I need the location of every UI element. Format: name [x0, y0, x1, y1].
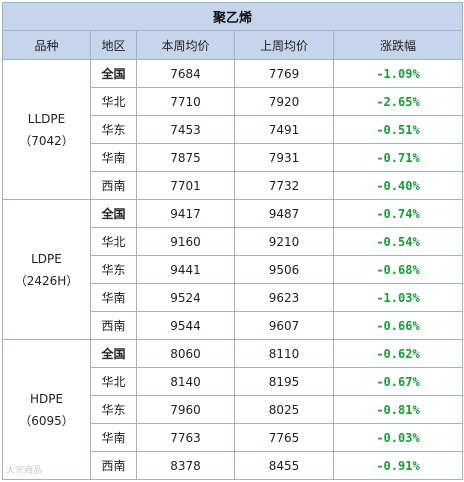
table-row: 华北 9160 9210 -0.54%: [3, 227, 464, 256]
region-cell: 华东: [90, 395, 137, 424]
change-cell: -0.81%: [332, 395, 464, 424]
header-product: 品种: [2, 30, 91, 60]
change-cell: -1.03%: [332, 283, 464, 312]
product-cell: LDPE （2426H）: [2, 199, 91, 340]
change-cell: -0.71%: [332, 143, 464, 172]
region-cell: 西南: [90, 311, 137, 340]
this-week-cell: 9544: [136, 311, 235, 340]
region-cell: 华南: [90, 143, 137, 172]
this-week-cell: 9524: [136, 283, 235, 312]
change-cell: -0.03%: [332, 423, 464, 452]
table-row: 华北 7710 7920 -2.65%: [3, 87, 464, 116]
region-cell: 华南: [90, 423, 137, 452]
last-week-cell: 7920: [234, 87, 334, 116]
change-cell: -1.09%: [332, 59, 464, 88]
product-cell: LLDPE （7042）: [2, 59, 91, 200]
product-cell: HDPE （6095）: [2, 339, 91, 480]
table-row: 华东 9441 9506 -0.68%: [3, 255, 464, 284]
change-cell: -0.66%: [332, 311, 464, 340]
region-cell: 华北: [90, 227, 137, 256]
region-cell: 华东: [90, 115, 137, 144]
last-week-cell: 7732: [234, 171, 334, 200]
region-cell: 华北: [90, 367, 137, 396]
this-week-cell: 7763: [136, 423, 235, 452]
this-week-cell: 9441: [136, 255, 235, 284]
table-row: 华北 8140 8195 -0.67%: [3, 367, 464, 396]
last-week-cell: 7769: [234, 59, 334, 88]
last-week-cell: 9623: [234, 283, 334, 312]
this-week-cell: 8140: [136, 367, 235, 396]
header-this-week: 本周均价: [136, 30, 235, 60]
region-cell: 西南: [90, 171, 137, 200]
change-cell: -0.40%: [332, 171, 464, 200]
product-name: HDPE: [29, 391, 64, 406]
watermark: 大宗商品: [6, 466, 43, 476]
this-week-cell: 7684: [136, 59, 235, 88]
header-change: 涨跌幅: [332, 30, 464, 60]
table-row: LLDPE （7042） 全国 7684 7769 -1.09%: [2, 59, 464, 200]
product-name: LLDPE: [27, 111, 66, 126]
product-code: （7042）: [19, 133, 74, 148]
last-week-cell: 8455: [234, 451, 334, 480]
last-week-cell: 7931: [234, 143, 334, 172]
region-cell: 华东: [90, 255, 137, 284]
change-cell: -0.51%: [332, 115, 464, 144]
this-week-cell: 9417: [136, 199, 235, 228]
region-cell: 华北: [90, 87, 137, 116]
last-week-cell: 9487: [234, 199, 334, 228]
title-row: 聚乙烯: [1, 2, 464, 31]
region-cell: 西南: [90, 451, 137, 480]
last-week-cell: 8110: [234, 339, 334, 368]
product-name: LDPE: [31, 251, 62, 266]
header-region: 地区: [90, 30, 137, 60]
change-cell: -2.65%: [332, 87, 464, 116]
this-week-cell: 7710: [136, 87, 235, 116]
last-week-cell: 7491: [234, 115, 334, 144]
product-code: （2426H）: [14, 273, 79, 288]
table-row: 西南 7701 7732 -0.40%: [3, 171, 464, 200]
region-cell: 全国: [90, 59, 137, 88]
this-week-cell: 7960: [136, 395, 235, 424]
change-cell: -0.67%: [332, 367, 464, 396]
this-week-cell: 8378: [136, 451, 235, 480]
this-week-cell: 7453: [136, 115, 235, 144]
region-cell: 全国: [90, 199, 137, 228]
this-week-cell: 7875: [136, 143, 235, 172]
this-week-cell: 9160: [136, 227, 235, 256]
table-title: 聚乙烯: [1, 2, 464, 31]
table-row: HDPE （6095） 全国 8060 8110 -0.62%: [2, 339, 464, 480]
header-last-week: 上周均价: [234, 30, 334, 60]
change-cell: -0.74%: [332, 199, 464, 228]
region-cell: 华南: [90, 283, 137, 312]
change-cell: -0.91%: [332, 451, 464, 480]
change-cell: -0.62%: [332, 339, 464, 368]
change-cell: -0.54%: [332, 227, 464, 256]
table-row: 华南 7875 7931 -0.71%: [3, 143, 464, 172]
last-week-cell: 8025: [234, 395, 334, 424]
region-cell: 全国: [90, 339, 137, 368]
last-week-cell: 7765: [234, 423, 334, 452]
table-row: LDPE （2426H） 全国 9417 9487 -0.74%: [2, 199, 464, 340]
last-week-cell: 8195: [234, 367, 334, 396]
last-week-cell: 9210: [234, 227, 334, 256]
table-row: 西南 9544 9607 -0.66%: [3, 311, 464, 340]
table-row: 华东 7453 7491 -0.51%: [3, 115, 464, 144]
this-week-cell: 8060: [136, 339, 235, 368]
change-cell: -0.68%: [332, 255, 464, 284]
last-week-cell: 9607: [234, 311, 334, 340]
table-row: 华东 7960 8025 -0.81%: [3, 395, 464, 424]
this-week-cell: 7701: [136, 171, 235, 200]
last-week-cell: 9506: [234, 255, 334, 284]
table-row: 西南 8378 8455 -0.91%: [3, 451, 464, 480]
header-row: 品种 地区 本周均价 上周均价 涨跌幅: [2, 30, 464, 60]
table-row: 华南 9524 9623 -1.03%: [3, 283, 464, 312]
product-code: （6095）: [19, 413, 74, 428]
